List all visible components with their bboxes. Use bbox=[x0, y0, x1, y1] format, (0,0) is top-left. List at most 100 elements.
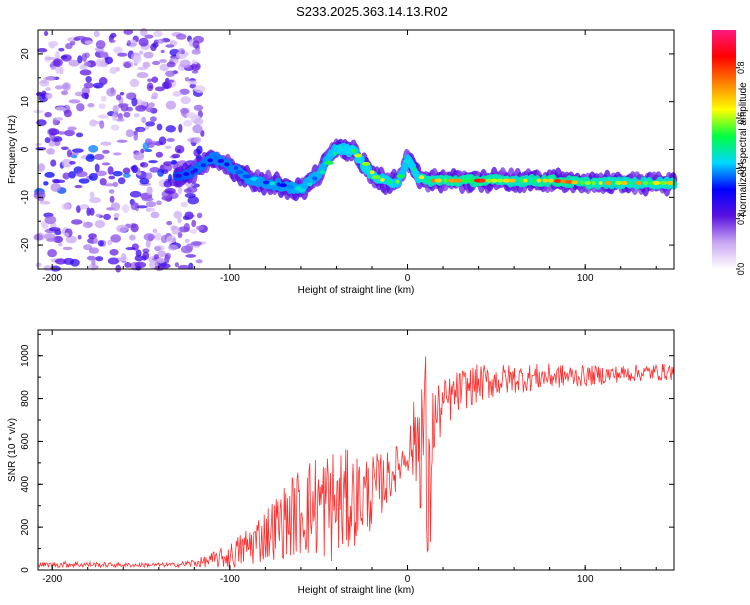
noise-blob bbox=[180, 201, 188, 208]
track-peak bbox=[434, 178, 442, 183]
noise-blob bbox=[176, 33, 187, 40]
noise-blob bbox=[148, 160, 158, 164]
noise-blob bbox=[99, 120, 105, 129]
track-peak bbox=[324, 160, 334, 165]
noise-blob bbox=[95, 40, 106, 49]
noise-blob bbox=[145, 239, 151, 248]
noise-blob bbox=[149, 167, 161, 173]
y-tick-label: 0 bbox=[20, 146, 31, 152]
noise-blob bbox=[89, 207, 95, 216]
noise-blob bbox=[139, 50, 144, 55]
noise-blob bbox=[110, 124, 120, 131]
track-peak bbox=[584, 180, 592, 185]
snr-frame bbox=[37, 329, 675, 571]
noise-blob bbox=[48, 227, 61, 232]
x-tick-label: 0 bbox=[405, 273, 411, 284]
noise-blob bbox=[157, 38, 165, 44]
noise-blob bbox=[85, 154, 95, 162]
noise-blob bbox=[148, 102, 155, 108]
track-peak bbox=[372, 175, 381, 180]
noise-blob bbox=[195, 225, 204, 231]
noise-blob bbox=[142, 248, 150, 253]
noise-blob bbox=[65, 43, 73, 50]
noise-blob bbox=[37, 163, 45, 172]
colorbar-tick-label: 0.2 bbox=[736, 212, 746, 225]
noise-blob bbox=[183, 119, 193, 127]
track-peak bbox=[598, 180, 603, 185]
noise-blob bbox=[88, 233, 97, 240]
noise-blob bbox=[89, 191, 95, 199]
noise-blob bbox=[79, 204, 89, 210]
track-peak bbox=[217, 158, 225, 163]
noise-blob bbox=[117, 52, 128, 57]
noise-blob bbox=[45, 75, 56, 81]
noise-blob bbox=[144, 34, 154, 39]
noise-blob bbox=[192, 124, 203, 134]
track-peak bbox=[659, 180, 668, 185]
noise-blob bbox=[83, 82, 94, 89]
noise-blob bbox=[125, 129, 134, 138]
noise-blob bbox=[187, 80, 198, 85]
noise-blob bbox=[69, 160, 76, 165]
noise-blob bbox=[58, 242, 63, 247]
y-tick-label: 400 bbox=[20, 476, 31, 493]
track-peak bbox=[553, 178, 562, 183]
noise-blob bbox=[133, 152, 145, 161]
track-peak bbox=[448, 178, 456, 183]
noise-blob bbox=[58, 47, 65, 52]
noise-blob bbox=[43, 181, 49, 186]
noise-blob bbox=[141, 197, 154, 202]
noise-blob bbox=[53, 179, 66, 184]
noise-blob bbox=[177, 217, 182, 224]
noise-blob bbox=[122, 167, 131, 175]
track-peak bbox=[262, 180, 270, 185]
y-tick-label: -10 bbox=[20, 190, 31, 205]
noise-blob bbox=[66, 149, 72, 158]
noise-blob bbox=[125, 246, 136, 251]
noise-blob bbox=[165, 125, 176, 133]
chart-title: S233.2025.363.14.13.R02 bbox=[296, 4, 448, 19]
track-peak bbox=[579, 180, 585, 185]
y-tick-label: 0 bbox=[20, 567, 31, 573]
noise-blob bbox=[61, 202, 71, 210]
noise-blob bbox=[180, 107, 190, 115]
noise-blob bbox=[65, 235, 77, 244]
noise-blob bbox=[139, 177, 150, 185]
y-tick-label: 600 bbox=[20, 433, 31, 450]
noise-blob bbox=[107, 166, 114, 175]
noise-blob bbox=[83, 62, 92, 67]
noise-blob bbox=[145, 201, 157, 208]
noise-blob bbox=[63, 129, 75, 137]
noise-blob bbox=[61, 90, 68, 96]
noise-blob bbox=[94, 220, 105, 229]
noise-blob bbox=[135, 266, 142, 271]
noise-blob bbox=[91, 257, 96, 266]
track-peak bbox=[207, 158, 213, 163]
noise-blob bbox=[119, 91, 125, 96]
noise-blob bbox=[53, 235, 63, 244]
noise-blob bbox=[98, 114, 109, 119]
noise-blob bbox=[190, 64, 199, 69]
track-peak bbox=[666, 180, 675, 185]
track-peak bbox=[174, 173, 182, 178]
noise-blob bbox=[112, 170, 123, 177]
noise-blob bbox=[110, 202, 121, 211]
colorbar-tick-label: 0.4 bbox=[736, 162, 746, 175]
noise-blob bbox=[109, 195, 115, 203]
noise-blob bbox=[145, 121, 156, 127]
track-peak bbox=[672, 180, 677, 185]
noise-blob bbox=[191, 70, 199, 74]
noise-blob bbox=[177, 232, 183, 238]
noise-blob bbox=[55, 65, 61, 74]
colorbar-tick-label: 0.6 bbox=[736, 112, 746, 125]
noise-blob bbox=[130, 201, 138, 211]
noise-blob bbox=[76, 103, 85, 112]
noise-blob bbox=[98, 103, 107, 109]
colorbar-gradient bbox=[712, 30, 736, 269]
noise-blob bbox=[43, 30, 49, 37]
noise-blob bbox=[122, 173, 131, 178]
noise-blob bbox=[109, 248, 119, 256]
noise-blob bbox=[79, 69, 92, 76]
